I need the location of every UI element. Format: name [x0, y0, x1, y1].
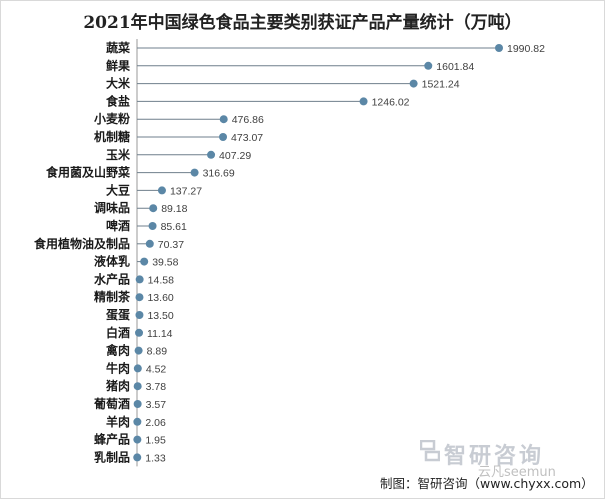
category-label: 精制茶	[94, 289, 131, 304]
data-point	[135, 293, 144, 302]
data-point	[149, 204, 158, 213]
data-point	[219, 133, 228, 141]
value-label: 316.69	[203, 168, 235, 180]
value-label: 13.60	[147, 292, 173, 304]
data-point	[424, 61, 433, 70]
value-label: 8.89	[147, 346, 168, 358]
value-label: 476.86	[232, 114, 264, 126]
value-label: 1.95	[145, 435, 166, 447]
value-label: 4.52	[146, 363, 167, 375]
category-label: 牛肉	[106, 360, 130, 375]
category-label: 禽肉	[105, 343, 130, 358]
value-label: 39.58	[152, 257, 178, 269]
data-point	[140, 257, 149, 266]
value-label: 3.78	[146, 381, 167, 393]
data-point	[135, 311, 144, 319]
watermark-sub: 云凡seemun	[478, 465, 556, 480]
value-label: 1990.82	[507, 43, 545, 55]
value-label: 2.06	[145, 417, 166, 429]
category-label: 小麦粉	[94, 111, 130, 126]
data-point	[157, 186, 166, 195]
data-point	[409, 79, 418, 88]
category-label: 大豆	[106, 182, 130, 197]
category-label: 食盐	[105, 93, 130, 108]
data-point	[133, 382, 142, 391]
data-point	[133, 435, 142, 444]
value-label: 11.14	[147, 328, 173, 340]
value-label: 70.37	[158, 239, 184, 251]
data-point	[359, 97, 368, 106]
data-point	[207, 150, 216, 159]
category-label: 乳制品	[94, 449, 130, 464]
value-label: 407.29	[219, 150, 251, 162]
source-note: 制图：智研咨询（www.chyxx.com）	[380, 476, 594, 491]
category-label: 猪肉	[105, 378, 130, 393]
category-label: 水产品	[94, 271, 130, 286]
category-label: 调味品	[94, 200, 130, 215]
data-point	[133, 400, 142, 408]
category-label: 大米	[106, 76, 131, 91]
value-label: 1.33	[145, 452, 166, 464]
category-label: 蔬菜	[106, 40, 130, 55]
data-point	[134, 346, 143, 355]
category-label: 蜂产品	[94, 432, 130, 447]
category-label: 食用植物油及制品	[33, 236, 130, 251]
category-label: 白酒	[106, 325, 130, 340]
value-label: 85.61	[161, 221, 187, 233]
data-point	[133, 364, 142, 373]
data-point	[190, 168, 199, 177]
data-point	[495, 44, 503, 52]
category-label: 葡萄酒	[93, 396, 130, 411]
value-label: 3.57	[146, 399, 167, 411]
value-label: 473.07	[231, 132, 263, 144]
data-point	[148, 222, 157, 230]
category-label: 蛋蛋	[106, 308, 130, 322]
value-label: 137.27	[170, 185, 202, 197]
category-label: 玉米	[106, 147, 131, 162]
lollipop-chart: 蔬菜 1990.82 鲜果 1601.84 大米 1521.24 食盐 1246.02 小麦粉 4…	[33, 39, 545, 467]
data-point	[133, 453, 142, 462]
data-point	[133, 417, 142, 426]
category-label: 机制糖	[94, 129, 130, 144]
watermark-brand: 智研咨询	[444, 444, 545, 469]
value-label: 89.18	[161, 203, 187, 215]
value-label: 14.58	[148, 274, 174, 286]
data-point	[135, 328, 144, 337]
data-point	[219, 115, 228, 124]
category-label: 啤酒	[106, 218, 130, 233]
brand-logo-icon	[420, 440, 440, 462]
category-label: 液体乳	[94, 254, 130, 269]
category-label: 食用菌及山野菜	[45, 165, 130, 180]
data-point	[135, 275, 144, 284]
data-point	[145, 239, 154, 248]
category-label: 鲜果	[106, 58, 130, 73]
value-label: 1246.02	[372, 96, 410, 108]
chart-title: 2021年中国绿色食品主要类别获证产品产量统计（万吨）	[83, 13, 522, 33]
category-label: 羊肉	[106, 414, 130, 429]
value-label: 13.50	[147, 310, 173, 322]
value-label: 1601.84	[436, 61, 474, 73]
value-label: 1521.24	[422, 79, 460, 91]
